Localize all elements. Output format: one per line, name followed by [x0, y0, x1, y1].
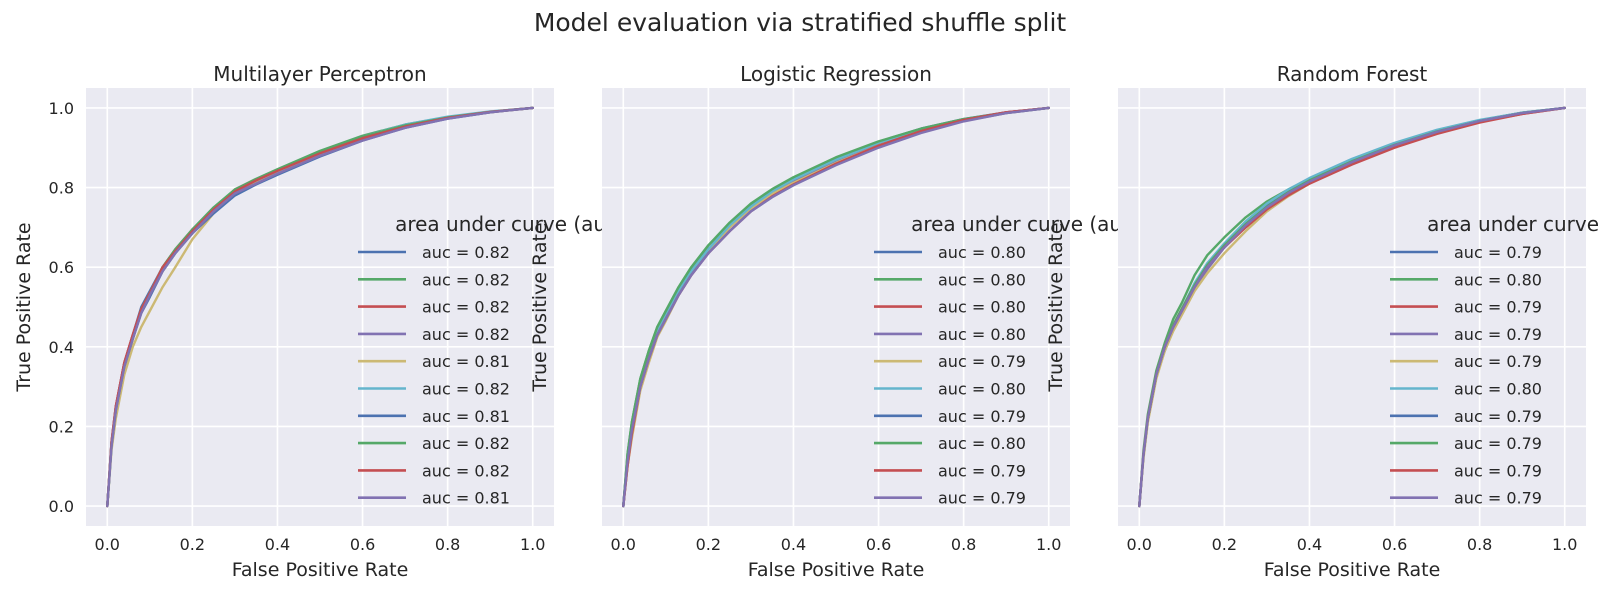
legend-entry-label: auc = 0.81 — [422, 407, 510, 426]
x-tick-label: 0.0 — [611, 535, 636, 554]
x-tick-label: 0.2 — [696, 535, 721, 554]
x-axis-label: False Positive Rate — [232, 559, 409, 581]
legend-entry-label: auc = 0.82 — [422, 380, 510, 399]
roc-curves — [622, 106, 1050, 508]
legend-entry-label: auc = 0.82 — [422, 461, 510, 480]
x-tick-label: 0.4 — [1297, 535, 1322, 554]
legend-entry-label: auc = 0.79 — [1454, 325, 1542, 344]
legend-entry-label: auc = 0.80 — [938, 270, 1026, 289]
legend-entry-label: auc = 0.80 — [938, 243, 1026, 262]
legend-entry-label: auc = 0.79 — [1454, 352, 1542, 371]
legend-entry-label: auc = 0.79 — [1454, 461, 1542, 480]
legend-entry-label: auc = 0.79 — [938, 489, 1026, 508]
legend-entry-label: auc = 0.80 — [938, 325, 1026, 344]
x-tick-label: 0.2 — [180, 535, 205, 554]
legend-entry-label: auc = 0.82 — [422, 434, 510, 453]
roc-curve-line — [1138, 106, 1566, 508]
x-tick-label: 0.4 — [781, 535, 806, 554]
plot-area — [86, 88, 554, 526]
legend-entry-label: auc = 0.82 — [422, 325, 510, 344]
subplot-random-forest: Random Forest False Positive Rate True P… — [1045, 62, 1600, 581]
legend: auc = 0.79 auc = 0.80 auc = 0.79 auc = 0.79… — [1390, 243, 1542, 508]
y-axis-label: True Positive Rate — [13, 222, 35, 392]
y-tick-label: 0.4 — [49, 338, 74, 357]
legend-entry-label: auc = 0.79 — [1454, 407, 1542, 426]
legend-entry-label: auc = 0.79 — [938, 461, 1026, 480]
legend: auc = 0.82 auc = 0.82 auc = 0.82 auc = 0.82… — [358, 243, 510, 508]
legend: auc = 0.80 auc = 0.80 auc = 0.80 auc = 0.80… — [874, 243, 1026, 508]
legend-entry-label: auc = 0.82 — [422, 298, 510, 317]
legend-entry-label: auc = 0.79 — [1454, 489, 1542, 508]
roc-curve-line — [622, 106, 1050, 508]
legend-entry-label: auc = 0.80 — [1454, 270, 1542, 289]
x-tick-label: 0.2 — [1212, 535, 1237, 554]
legend-entry-label: auc = 0.79 — [1454, 243, 1542, 262]
legend-entry-label: auc = 0.82 — [422, 243, 510, 262]
y-tick-label: 0.0 — [49, 497, 74, 516]
roc-curve-line — [622, 106, 1050, 508]
y-tick-label: 1.0 — [49, 99, 74, 118]
legend-entry-label: auc = 0.80 — [1454, 380, 1542, 399]
y-axis-label: True Positive Rate — [529, 222, 551, 392]
x-tick-label: 0.8 — [1467, 535, 1492, 554]
legend-title: area under curve (auc) — [911, 212, 1141, 236]
x-axis-label: False Positive Rate — [748, 559, 925, 581]
legend-entry-label: auc = 0.80 — [938, 298, 1026, 317]
y-axis-label: True Positive Rate — [1045, 222, 1067, 392]
x-tick-label: 1.0 — [520, 535, 545, 554]
x-tick-label: 1.0 — [1552, 535, 1577, 554]
subplot-title: Multilayer Perceptron — [213, 62, 426, 86]
x-tick-label: 1.0 — [1036, 535, 1061, 554]
legend-entry-label: auc = 0.79 — [1454, 434, 1542, 453]
x-tick-label: 0.4 — [265, 535, 290, 554]
legend-title: area under curve (auc) — [395, 212, 625, 236]
subplot-logistic-regression: Logistic Regression False Positive Rate … — [529, 62, 1141, 581]
x-tick-label: 0.0 — [95, 535, 120, 554]
legend-title: area under curve (auc) — [1427, 212, 1600, 236]
x-axis-label: False Positive Rate — [1264, 559, 1441, 581]
x-tick-label: 0.8 — [951, 535, 976, 554]
subplot-multilayer-perceptron: Multilayer Perceptron False Positive Rat… — [13, 62, 625, 581]
legend-entry-label: auc = 0.80 — [938, 380, 1026, 399]
legend-entry-label: auc = 0.79 — [938, 407, 1026, 426]
x-tick-label: 0.6 — [866, 535, 891, 554]
grid — [602, 88, 1070, 526]
y-tick-label: 0.8 — [49, 179, 74, 198]
roc-curves — [1138, 106, 1566, 508]
legend-entry-label: auc = 0.81 — [422, 352, 510, 371]
figure-title: Model evaluation via stratified shuffle … — [534, 8, 1067, 37]
subplot-title: Random Forest — [1277, 62, 1428, 86]
x-tick-label: 0.6 — [1382, 535, 1407, 554]
y-tick-label: 0.6 — [49, 258, 74, 277]
legend-entry-label: auc = 0.79 — [1454, 298, 1542, 317]
roc-curve-line — [106, 106, 534, 508]
x-tick-label: 0.8 — [435, 535, 460, 554]
y-tick-label: 0.2 — [49, 417, 74, 436]
subplot-title: Logistic Regression — [740, 62, 932, 86]
roc-curves — [106, 106, 534, 508]
x-tick-label: 0.0 — [1127, 535, 1152, 554]
legend-entry-label: auc = 0.81 — [422, 489, 510, 508]
legend-entry-label: auc = 0.79 — [938, 352, 1026, 371]
legend-entry-label: auc = 0.82 — [422, 270, 510, 289]
x-tick-label: 0.6 — [350, 535, 375, 554]
legend-entry-label: auc = 0.80 — [938, 434, 1026, 453]
